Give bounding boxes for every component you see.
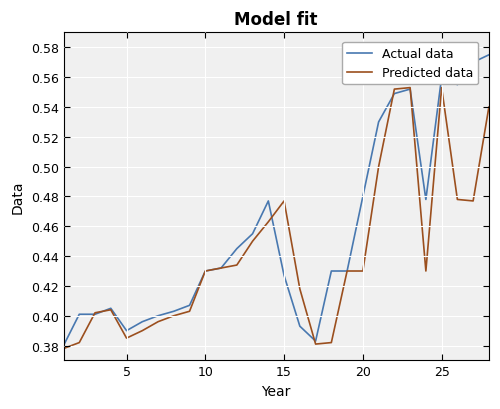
Actual data — [486, 53, 492, 58]
Actual data — [454, 83, 460, 88]
Legend: Actual data, Predicted data: Actual data, Predicted data — [342, 43, 478, 85]
Predicted data — [108, 308, 114, 312]
Predicted data — [360, 269, 366, 274]
Actual data — [155, 314, 161, 319]
Actual data — [312, 339, 318, 344]
Predicted data — [140, 328, 145, 333]
Predicted data — [312, 342, 318, 347]
Predicted data — [186, 309, 192, 314]
Predicted data — [155, 319, 161, 324]
Actual data — [438, 76, 444, 81]
Line: Predicted data: Predicted data — [64, 88, 489, 349]
Predicted data — [92, 310, 98, 315]
Actual data — [392, 92, 398, 97]
Actual data — [124, 328, 130, 333]
Actual data — [344, 269, 350, 274]
Actual data — [60, 343, 66, 348]
Predicted data — [454, 198, 460, 202]
Actual data — [281, 273, 287, 278]
Actual data — [407, 88, 413, 92]
Predicted data — [60, 346, 66, 351]
Actual data — [470, 61, 476, 65]
Predicted data — [234, 263, 240, 268]
Actual data — [250, 232, 256, 237]
Actual data — [202, 269, 208, 274]
Predicted data — [423, 269, 429, 274]
Actual data — [92, 312, 98, 317]
Predicted data — [266, 220, 272, 225]
Actual data — [108, 306, 114, 311]
Predicted data — [486, 105, 492, 110]
Actual data — [234, 247, 240, 252]
Actual data — [376, 120, 382, 125]
Actual data — [360, 195, 366, 200]
Actual data — [266, 199, 272, 204]
Predicted data — [376, 165, 382, 170]
Predicted data — [297, 287, 303, 292]
Actual data — [140, 319, 145, 324]
Predicted data — [250, 239, 256, 244]
Predicted data — [344, 269, 350, 274]
Actual data — [297, 324, 303, 329]
Predicted data — [392, 88, 398, 92]
Predicted data — [76, 340, 82, 345]
Predicted data — [218, 266, 224, 271]
Actual data — [76, 312, 82, 317]
Actual data — [423, 198, 429, 202]
Predicted data — [407, 86, 413, 91]
Predicted data — [438, 86, 444, 91]
X-axis label: Year: Year — [262, 384, 291, 398]
Actual data — [186, 303, 192, 308]
Actual data — [218, 266, 224, 271]
Title: Model fit: Model fit — [234, 11, 318, 29]
Predicted data — [470, 199, 476, 204]
Predicted data — [171, 314, 177, 319]
Y-axis label: Data: Data — [11, 180, 25, 213]
Predicted data — [281, 199, 287, 204]
Predicted data — [124, 336, 130, 341]
Predicted data — [202, 269, 208, 274]
Line: Actual data: Actual data — [64, 56, 489, 346]
Actual data — [328, 269, 334, 274]
Actual data — [171, 309, 177, 314]
Predicted data — [328, 340, 334, 345]
